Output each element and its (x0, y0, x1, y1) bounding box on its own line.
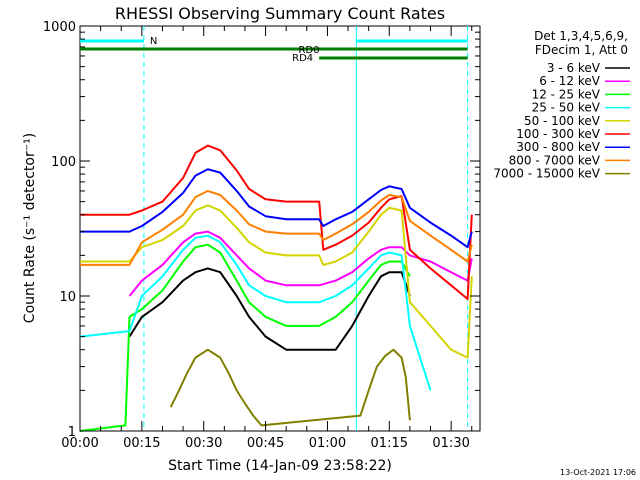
x-tick-label: 01:30 (432, 436, 469, 451)
y-tick-label: 1000 (43, 20, 76, 35)
legend-entry-label: 800 - 7000 keV (509, 153, 601, 167)
x-tick-label: 00:30 (185, 436, 222, 451)
legend-entry-label: 25 - 50 keV (532, 101, 601, 115)
series-line-3 (79, 243, 411, 432)
legend-entry-label: 3 - 6 keV (547, 61, 601, 75)
timestamp: 13-Oct-2021 17:06 (560, 468, 636, 477)
x-tick-label: 00:15 (123, 436, 160, 451)
x-tick-label: 01:00 (309, 436, 346, 451)
chart-title: RHESSI Observing Summary Count Rates (115, 4, 445, 23)
series-line-8 (80, 189, 473, 266)
x-tick-label: 00:00 (61, 436, 98, 451)
x-axis-label: Start Time (14-Jan-09 23:58:22) (168, 458, 392, 474)
legend-entry-label: 50 - 100 keV (524, 114, 601, 128)
series-line-2 (128, 230, 473, 297)
plot-frame (79, 25, 481, 432)
legend-entry-label: 6 - 12 keV (539, 74, 601, 88)
y-axis-label: Count Rate (s⁻¹ detector⁻¹) (22, 133, 38, 323)
x-tick-label: 01:15 (371, 436, 408, 451)
x-tick-label: 00:45 (247, 436, 284, 451)
legend-entry-label: 100 - 300 keV (516, 127, 600, 141)
series-line-6 (80, 144, 473, 300)
y-tick-label: 10 (59, 290, 76, 305)
series-line-4 (79, 234, 432, 391)
legend: Det 1,3,4,5,6,9, FDecim 1, Att 0 3 - 6 k… (493, 29, 630, 181)
y-tick-label: 100 (51, 155, 76, 170)
legend-header-line-2: FDecim 1, Att 0 (535, 43, 628, 57)
series-line-1 (128, 267, 411, 351)
series-line-9 (169, 348, 411, 427)
legend-entry-label: 12 - 25 keV (532, 87, 601, 101)
legend-entry-label: 300 - 800 keV (516, 140, 600, 154)
y-tick-label: 1 (68, 425, 76, 440)
legend-header-line-1: Det 1,3,4,5,6,9, (534, 29, 628, 43)
rd0-flag-label: RD0 (299, 45, 320, 56)
rd4-flag-label: RD4 (292, 53, 313, 64)
n-flag-label: N (150, 36, 157, 47)
series-line-7 (80, 168, 473, 249)
legend-entry-label: 7000 - 15000 keV (493, 167, 600, 181)
series-line-5 (80, 204, 473, 359)
